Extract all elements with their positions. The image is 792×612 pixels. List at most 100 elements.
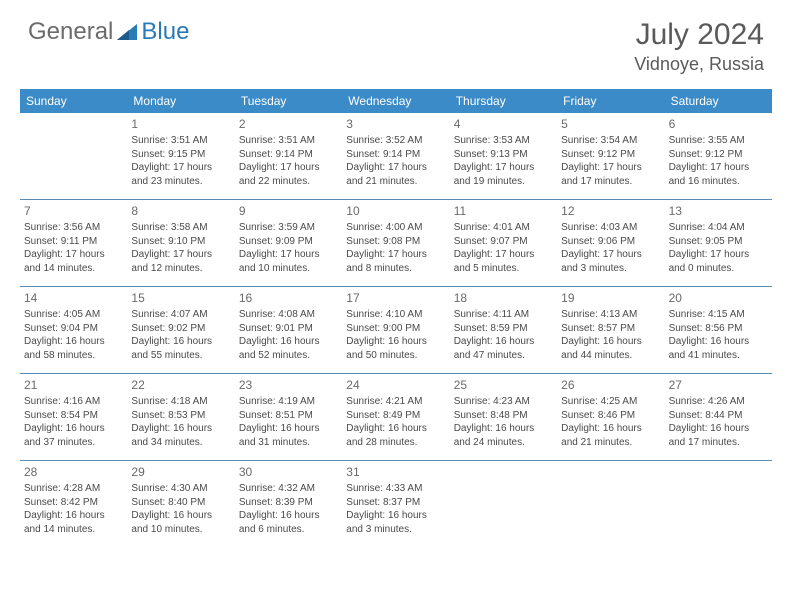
day-info-line: Sunset: 9:11 PM [24,235,123,249]
day-number: 18 [454,290,553,306]
day-info-line: Sunrise: 4:23 AM [454,395,553,409]
day-info-line: Sunset: 9:14 PM [346,148,445,162]
day-info-line: Sunrise: 3:59 AM [239,221,338,235]
day-info-line: Sunset: 9:14 PM [239,148,338,162]
day-info-line: Daylight: 16 hours [454,335,553,349]
day-cell: 18 Sunrise: 4:11 AMSunset: 8:59 PMDayligh… [450,287,557,373]
day-info-line: Sunset: 8:57 PM [561,322,660,336]
day-number: 27 [669,377,768,393]
day-info-line: and 16 minutes. [669,175,768,189]
day-info-line: Sunrise: 4:07 AM [131,308,230,322]
day-info-line: Sunrise: 4:11 AM [454,308,553,322]
day-info-line: Sunrise: 4:01 AM [454,221,553,235]
weekday-header-cell: Friday [557,89,664,113]
day-number: 20 [669,290,768,306]
day-info-line: Sunset: 9:12 PM [669,148,768,162]
day-info-line: Daylight: 16 hours [561,335,660,349]
day-cell: 15Sunrise: 4:07 AMSunset: 9:02 PMDayligh… [127,287,234,373]
day-number: 31 [346,464,445,480]
day-info-line: Sunset: 9:13 PM [454,148,553,162]
weekday-header-row: SundayMondayTuesdayWednesdayThursdayFrid… [20,89,772,113]
day-cell: 26Sunrise: 4:25 AMSunset: 8:46 PMDayligh… [557,374,664,460]
day-number: 21 [24,377,123,393]
day-number: 29 [131,464,230,480]
day-info-line: Sunset: 8:59 PM [454,322,553,336]
day-cell: 9Sunrise: 3:59 AMSunset: 9:09 PMDaylight… [235,200,342,286]
day-info-line: Sunrise: 4:05 AM [24,308,123,322]
day-number: 2 [239,116,338,132]
day-info-line: Sunrise: 4:15 AM [669,308,768,322]
day-cell: 7Sunrise: 3:56 AMSunset: 9:11 PMDaylight… [20,200,127,286]
day-cell: 5Sunrise: 3:54 AMSunset: 9:12 PMDaylight… [557,113,664,199]
day-number: 14 [24,290,123,306]
day-info-line: Sunset: 9:05 PM [669,235,768,249]
day-cell: 3Sunrise: 3:52 AMSunset: 9:14 PMDaylight… [342,113,449,199]
day-info-line: Daylight: 16 hours [239,422,338,436]
day-info-line: Sunrise: 3:54 AM [561,134,660,148]
day-cell: 6Sunrise: 3:55 AMSunset: 9:12 PMDaylight… [665,113,772,199]
day-info-line: and 5 minutes. [454,262,553,276]
day-info-line: Daylight: 16 hours [669,335,768,349]
day-info-line: Sunset: 9:04 PM [24,322,123,336]
day-info-line: Sunrise: 3:51 AM [239,134,338,148]
day-info-line: Daylight: 16 hours [239,335,338,349]
day-info-line: and 3 minutes. [561,262,660,276]
day-cell: 21Sunrise: 4:16 AMSunset: 8:54 PMDayligh… [20,374,127,460]
day-info-line: and 8 minutes. [346,262,445,276]
day-info-line: Sunrise: 4:00 AM [346,221,445,235]
day-number: 12 [561,203,660,219]
day-info-line: Daylight: 16 hours [24,335,123,349]
day-info-line: Sunrise: 4:32 AM [239,482,338,496]
day-info-line: Sunset: 9:12 PM [561,148,660,162]
day-info-line: and 21 minutes. [561,436,660,450]
day-cell: 22Sunrise: 4:18 AMSunset: 8:53 PMDayligh… [127,374,234,460]
day-info-line: and 47 minutes. [454,349,553,363]
day-info-line: Daylight: 17 hours [454,248,553,262]
day-number: 17 [346,290,445,306]
day-info-line: Sunrise: 4:26 AM [669,395,768,409]
day-number: 28 [24,464,123,480]
day-info-line: Sunset: 8:39 PM [239,496,338,510]
day-number: 26 [561,377,660,393]
day-info-line: and 14 minutes. [24,523,123,537]
day-info-line: Daylight: 17 hours [239,161,338,175]
weekday-header-cell: Monday [127,89,234,113]
day-info-line: Sunset: 8:56 PM [669,322,768,336]
day-info-line: and 19 minutes. [454,175,553,189]
day-info-line: and 41 minutes. [669,349,768,363]
day-cell: 29Sunrise: 4:30 AMSunset: 8:40 PMDayligh… [127,461,234,547]
day-number: 8 [131,203,230,219]
day-cell: 8Sunrise: 3:58 AMSunset: 9:10 PMDaylight… [127,200,234,286]
day-number: 4 [454,116,553,132]
day-info-line: Daylight: 16 hours [131,422,230,436]
day-cell: 4Sunrise: 3:53 AMSunset: 9:13 PMDaylight… [450,113,557,199]
day-info-line: and 14 minutes. [24,262,123,276]
day-info-line: Sunset: 8:42 PM [24,496,123,510]
day-info-line: Sunset: 9:15 PM [131,148,230,162]
day-info-line: Sunrise: 3:58 AM [131,221,230,235]
week-row: 7Sunrise: 3:56 AMSunset: 9:11 PMDaylight… [20,199,772,286]
day-info-line: Sunrise: 4:33 AM [346,482,445,496]
day-info-line: Daylight: 16 hours [131,509,230,523]
day-info-line: and 28 minutes. [346,436,445,450]
day-info-line: Sunset: 8:51 PM [239,409,338,423]
day-info-line: Daylight: 16 hours [454,422,553,436]
day-info-line: Daylight: 17 hours [131,161,230,175]
day-info-line: Daylight: 16 hours [239,509,338,523]
day-number: 24 [346,377,445,393]
weeks-container: 1Sunrise: 3:51 AMSunset: 9:15 PMDaylight… [20,113,772,547]
day-info-line: and 17 minutes. [669,436,768,450]
day-cell: 20 Sunrise: 4:15 AMSunset: 8:56 PMDayligh… [665,287,772,373]
day-info-line: Sunrise: 4:08 AM [239,308,338,322]
week-row: 14Sunrise: 4:05 AMSunset: 9:04 PMDayligh… [20,286,772,373]
weekday-header-cell: Tuesday [235,89,342,113]
day-number: 13 [669,203,768,219]
day-number: 30 [239,464,338,480]
day-number: 16 [239,290,338,306]
day-info-line: Sunrise: 4:21 AM [346,395,445,409]
day-cell: 24Sunrise: 4:21 AMSunset: 8:49 PMDayligh… [342,374,449,460]
day-number: 19 [561,290,660,306]
day-info-line: and 22 minutes. [239,175,338,189]
weekday-header-cell: Wednesday [342,89,449,113]
day-info-line: Daylight: 16 hours [346,335,445,349]
